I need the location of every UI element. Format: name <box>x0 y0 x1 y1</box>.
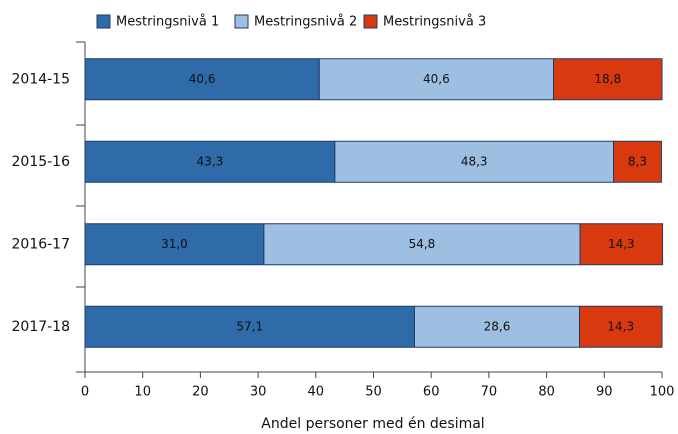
bar-segment <box>84 305 415 348</box>
x-tick-label: 60 <box>423 385 440 400</box>
x-tick-label: 40 <box>308 385 325 400</box>
x-axis-title: Andel personer med én desimal <box>261 416 484 432</box>
bar-value-label: 40,6 <box>423 72 450 86</box>
x-tick-label: 90 <box>596 385 613 400</box>
bar-value-label: 54,8 <box>409 237 436 251</box>
bar-value-label: 8,3 <box>628 154 647 168</box>
legend-swatch <box>96 14 111 29</box>
bar-segment <box>84 140 336 183</box>
bar-value-label: 14,3 <box>607 319 634 333</box>
y-tick-label: 2017-18 <box>12 319 71 335</box>
y-tick-label: 2015-16 <box>12 154 71 170</box>
category-ticks <box>76 41 85 373</box>
x-tick-label: 0 <box>81 385 89 400</box>
bar-value-label: 14,3 <box>608 237 635 251</box>
bar-segment <box>613 140 662 183</box>
x-tick-label: 70 <box>481 385 498 400</box>
legend-label: Mestringsnivå 1 <box>116 15 219 30</box>
x-tick-label: 10 <box>134 385 151 400</box>
legend-label: Mestringsnivå 3 <box>383 15 486 30</box>
bar-segment <box>318 58 555 101</box>
bar-value-label: 31,0 <box>161 237 188 251</box>
bar-value-label: 18,8 <box>594 72 621 86</box>
bar-value-label: 28,6 <box>484 319 511 333</box>
bar-segment <box>263 223 581 266</box>
x-tick-label: 100 <box>650 385 675 400</box>
x-tick-label: 80 <box>538 385 555 400</box>
bar-value-label: 43,3 <box>197 154 224 168</box>
legend-swatch <box>234 14 249 29</box>
y-tick-label: 2014-15 <box>12 71 71 87</box>
bar-segment <box>553 58 663 101</box>
legend-label: Mestringsnivå 2 <box>254 15 357 30</box>
bar-segment <box>579 223 664 266</box>
bar-value-label: 48,3 <box>461 154 488 168</box>
x-tick-label: 30 <box>250 385 267 400</box>
legend-swatch <box>363 14 378 29</box>
bar-segment <box>578 305 663 348</box>
bar-value-label: 40,6 <box>189 72 216 86</box>
x-tick-label: 20 <box>192 385 209 400</box>
bar-segment <box>84 58 320 101</box>
x-tick-label: 50 <box>365 385 382 400</box>
bar-value-label: 57,1 <box>236 319 263 333</box>
y-tick-label: 2016-17 <box>12 236 71 252</box>
